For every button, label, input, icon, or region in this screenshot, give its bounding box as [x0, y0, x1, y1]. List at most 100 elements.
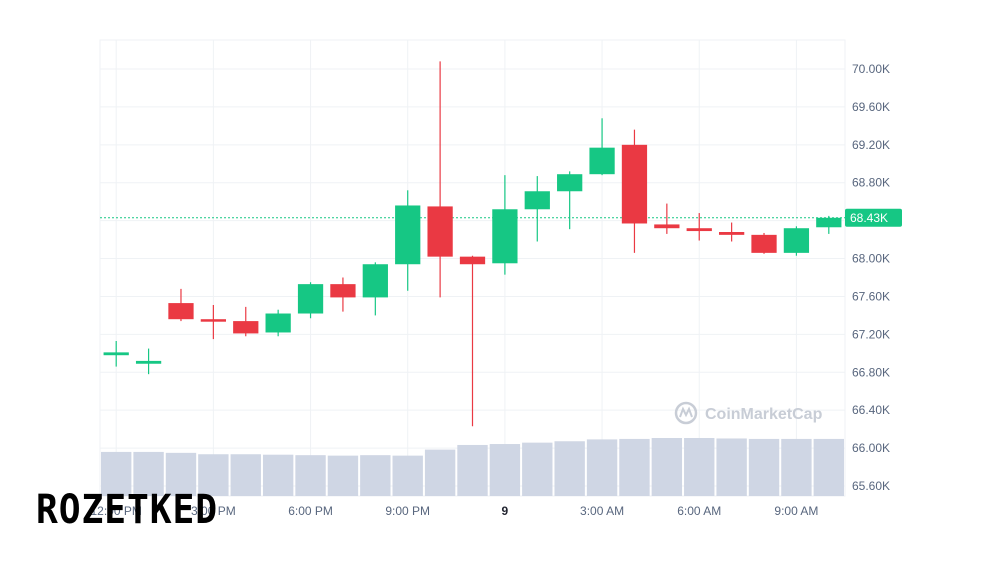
candle-up — [135, 348, 162, 375]
y-tick-label: 66.40K — [852, 403, 890, 417]
volume-bar — [748, 438, 780, 496]
rozetked-logo: ROZETKED — [36, 487, 218, 533]
candle-body — [718, 232, 745, 235]
volume-bar — [554, 441, 585, 496]
candle-body — [654, 224, 680, 229]
candle-body — [459, 256, 486, 265]
volume-bar — [684, 438, 715, 496]
volume-bar — [165, 452, 197, 496]
y-tick-label: 67.60K — [852, 289, 890, 303]
candle-body — [557, 174, 583, 192]
candle-down — [654, 203, 680, 234]
volume-bar — [327, 455, 359, 496]
candle-body — [265, 313, 291, 333]
y-tick-label: 69.20K — [852, 138, 890, 152]
candle-up — [297, 282, 324, 319]
volume-bar — [619, 438, 650, 496]
candle-down — [718, 222, 745, 242]
y-tick-label: 65.60K — [852, 479, 890, 493]
candle-body — [297, 284, 324, 314]
candle-down — [459, 255, 486, 427]
volume-bar — [262, 454, 294, 496]
x-tick-label: 6:00 PM — [288, 504, 333, 518]
y-tick-label: 67.20K — [852, 327, 890, 341]
candle-body — [362, 264, 388, 298]
candle-up — [492, 175, 518, 275]
x-axis: 12:00 PM 3:00 PM 6:00 PM 9:00 PM 9 3:00 AM 6:0… — [91, 504, 819, 518]
volume-bar — [522, 442, 553, 496]
volume-bar — [489, 444, 521, 496]
y-tick-label: 68.00K — [852, 252, 890, 266]
x-tick-label: 3:00 PM — [191, 504, 236, 518]
candle-body — [816, 217, 842, 228]
candle-up — [103, 340, 129, 367]
volume-bar — [813, 438, 844, 496]
rozetked-logo-text: ROZETKED — [36, 487, 218, 533]
y-tick-label: 66.00K — [852, 441, 890, 455]
y-tick-label: 66.80K — [852, 365, 890, 379]
x-tick-label: 3:00 AM — [580, 504, 624, 518]
candle-body — [135, 360, 162, 364]
candle-down — [330, 277, 356, 312]
current-price-tag: 68.43K — [845, 208, 902, 227]
candle-down — [686, 213, 712, 241]
x-tick-label: 9:00 PM — [385, 504, 430, 518]
y-tick-label: 68.80K — [852, 176, 890, 190]
candle-body — [103, 352, 129, 356]
volume-bar — [457, 444, 488, 496]
candle-body — [492, 209, 518, 264]
candle-up — [395, 190, 421, 291]
candle-body — [427, 206, 453, 257]
candle-up — [816, 215, 842, 234]
candle-down — [751, 232, 777, 254]
volume-bar — [198, 454, 229, 496]
x-tick-label: 6:00 AM — [677, 504, 721, 518]
candles — [103, 61, 842, 427]
volume-bar — [716, 438, 747, 496]
volume-bar — [360, 455, 391, 496]
candle-body — [783, 228, 810, 253]
coinmarketcap-logo-icon — [674, 401, 698, 425]
candle-body — [330, 284, 356, 298]
volume-bar — [295, 455, 326, 496]
volume-bar — [586, 439, 618, 496]
y-tick-label: 69.60K — [852, 100, 890, 114]
volume-bar — [133, 451, 164, 496]
volume-bar — [101, 451, 132, 496]
candle-body — [200, 319, 227, 322]
candle-up — [783, 226, 810, 256]
y-axis: 70.00K69.60K69.20K68.80K68.40K68.00K67.6… — [852, 62, 890, 493]
candle-body — [751, 234, 777, 253]
watermark: CoinMarketCap — [674, 401, 823, 425]
candle-up — [524, 176, 550, 242]
candle-body — [524, 191, 550, 210]
current-price-label: 68.43K — [850, 211, 888, 225]
candle-down — [200, 304, 227, 340]
candle-body — [233, 321, 259, 334]
candle-up — [557, 171, 583, 230]
candle-down — [427, 61, 453, 298]
volume-bars — [101, 438, 844, 496]
candle-up — [362, 262, 388, 316]
candle-up — [265, 309, 291, 337]
volume-bar — [424, 449, 456, 496]
volume-bar — [651, 438, 683, 496]
candle-body — [621, 144, 648, 224]
candle-body — [395, 205, 421, 265]
x-tick-label: 9 — [502, 504, 509, 518]
volume-bar — [781, 438, 812, 496]
candle-down — [621, 129, 648, 253]
candle-up — [589, 118, 615, 176]
candle-body — [168, 303, 194, 320]
candle-down — [168, 288, 194, 322]
volume-bar — [230, 454, 261, 496]
candle-body — [589, 147, 615, 175]
x-tick-label: 12:00 PM — [91, 504, 142, 518]
watermark-text: CoinMarketCap — [705, 406, 823, 423]
candle-down — [233, 306, 259, 337]
y-tick-label: 70.00K — [852, 62, 890, 76]
x-tick-label: 9:00 AM — [774, 504, 818, 518]
candle-body — [686, 228, 712, 232]
volume-bar — [392, 455, 423, 496]
